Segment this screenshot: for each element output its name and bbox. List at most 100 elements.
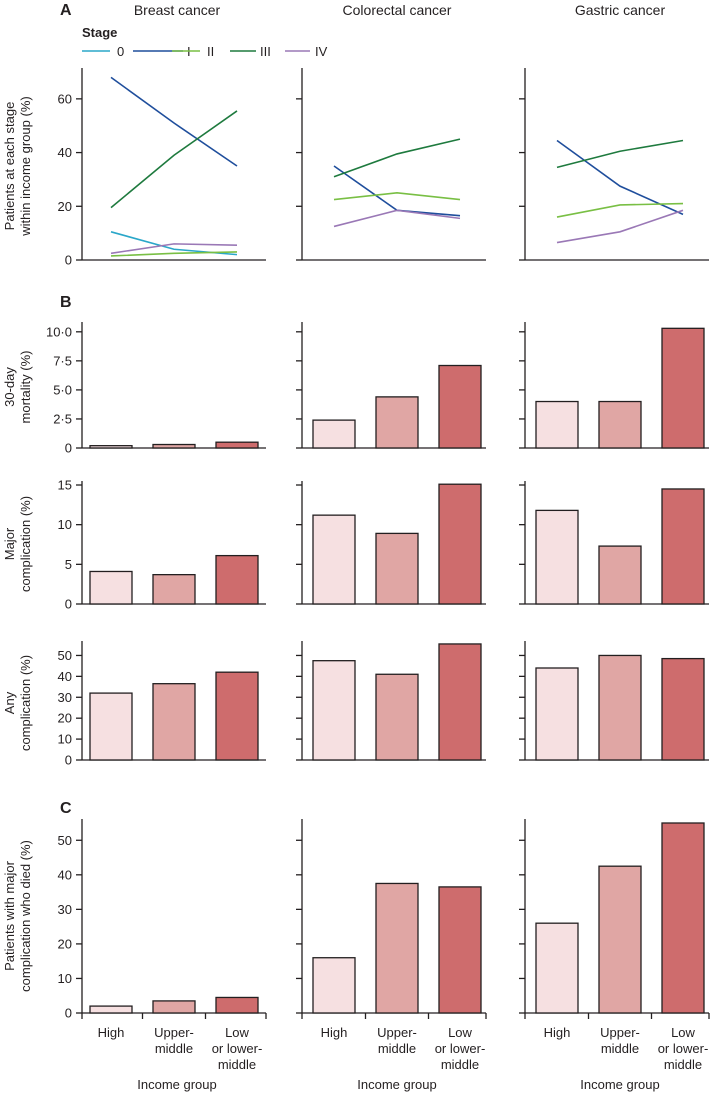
bar-upper-middle [598,654,642,761]
bar-low-or-lower-middle [661,657,705,761]
y-tick-label: 2·5 [53,411,72,426]
y-tick-label: 40 [58,867,72,882]
bar-low-or-lower-middle [438,886,482,1014]
x-tick-label: High [321,1025,348,1040]
series-line-stage-II [333,192,461,201]
x-tick-label: or lower- [658,1041,709,1056]
x-tick-label: or lower- [212,1041,263,1056]
series-line-stage-I [110,76,238,167]
bar-high [535,667,579,761]
y-axis-title-row-4: Patients with major [2,860,17,970]
y-tick-label: 30 [58,690,72,705]
y-axis-title-row-1: 30-day [2,367,17,407]
x-tick-label: Upper- [600,1025,640,1040]
y-tick-label: 20 [58,711,72,726]
bar-high [535,509,579,605]
x-tick-label: Upper- [377,1025,417,1040]
legend-label-stage-iii: III [260,44,271,59]
bar-high [535,400,579,449]
column-title-gastric: Gastric cancer [575,2,666,18]
series-line-stage-I [333,165,461,217]
panel-letter-a: A [60,2,72,19]
panel-row-2-col-2 [519,481,709,605]
legend-title: Stage [82,25,117,40]
panel-row-1-col-2 [519,322,709,449]
y-tick-label: 20 [58,199,72,214]
series-line-stage-II [556,202,684,218]
y-axis-title-row-2: Major [2,527,17,560]
y-axis-title-row-3: Any [2,691,17,714]
x-tick-label: or lower- [435,1041,486,1056]
x-axis-title-breast: Income group [137,1077,217,1092]
y-tick-label: 5·0 [53,382,72,397]
bar-low-or-lower-middle [661,822,705,1014]
series-line-stage-III [333,138,461,178]
x-tick-label: middle [155,1041,193,1056]
bar-low-or-lower-middle [215,441,259,449]
panel-row-3-col-2 [519,641,709,761]
bar-upper-middle [375,396,419,449]
bar-upper-middle [375,882,419,1014]
bar-upper-middle [598,545,642,605]
panel-row-1-col-0: 0 2·5 5·0 7·5 10·0 [46,322,266,456]
legend-item-stage-0: 0 [82,44,124,59]
x-tick-label: High [544,1025,571,1040]
series-line-stage-II [110,251,238,257]
bar-high [312,957,356,1014]
bar-high [535,922,579,1014]
x-tick-label: middle [218,1057,256,1072]
panel-row-0-col-2 [519,68,709,261]
bar-upper-middle [598,400,642,449]
legend-label-stage-0: 0 [117,44,124,59]
column-title-colorectal: Colorectal cancer [343,2,452,18]
y-tick-label: 10 [58,517,72,532]
bar-low-or-lower-middle [661,327,705,449]
panel-row-3-col-1 [296,641,486,761]
y-axis-title-row-2: complication (%) [18,496,33,592]
x-tick-label: Low [225,1025,249,1040]
y-axis-title-row-4: complication who died (%) [18,840,33,992]
y-tick-label: 20 [58,936,72,951]
series-line-stage-IV [556,209,684,244]
bar-upper-middle [152,443,196,449]
bar-low-or-lower-middle [438,643,482,761]
x-tick-label: Upper- [154,1025,194,1040]
panel-row-3-col-0: 0 10 20 30 40 50 [58,641,266,768]
bar-low-or-lower-middle [215,996,259,1014]
y-tick-label: 0 [65,1006,72,1021]
x-axis-title-gastric: Income group [580,1077,660,1092]
bar-upper-middle [152,573,196,605]
bar-upper-middle [598,865,642,1014]
x-tick-label: middle [378,1041,416,1056]
bar-high [312,514,356,605]
panel-letter-b: B [60,294,72,311]
series-line-stage-III [556,139,684,169]
column-title-breast: Breast cancer [134,2,221,18]
y-tick-label: 7·5 [53,353,72,368]
charts-layer: Patients at each stage within income grou… [2,68,710,1072]
bar-high [89,692,133,761]
y-tick-label: 10 [58,971,72,986]
bar-upper-middle [152,1000,196,1014]
bar-high [89,570,133,605]
legend-item-stage-iv: IV [285,44,328,59]
legend-item-stage-ii: II [172,44,214,59]
legend-label-stage-ii: II [207,44,214,59]
y-tick-label: 30 [58,902,72,917]
panel-letter-c: C [60,800,72,817]
y-axis-title-row-0: Patients at each stage [2,102,17,231]
legend: Stage 0 I II III IV [82,25,328,59]
y-tick-label: 60 [58,91,72,106]
x-tick-label: Low [671,1025,695,1040]
y-tick-label: 40 [58,145,72,160]
x-tick-label: High [98,1025,125,1040]
bar-upper-middle [375,673,419,761]
bar-low-or-lower-middle [438,483,482,605]
legend-item-stage-iii: III [230,44,271,59]
y-tick-label: 50 [58,648,72,663]
y-tick-label: 0 [65,597,72,612]
y-tick-label: 15 [58,478,72,493]
